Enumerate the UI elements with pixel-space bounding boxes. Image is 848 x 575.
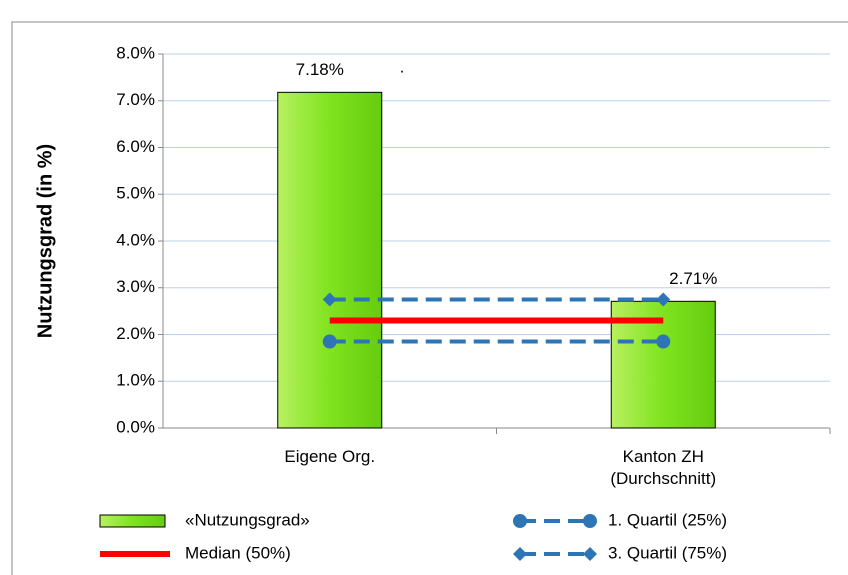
line-marker xyxy=(322,292,337,307)
line-marker xyxy=(322,334,337,349)
y-tick-label: 7.0% xyxy=(116,90,155,109)
data-label: 2.71% xyxy=(669,269,717,288)
bar xyxy=(277,91,383,429)
y-tick-label: 2.0% xyxy=(116,324,155,343)
annotation: . xyxy=(400,57,405,76)
y-tick-label: 6.0% xyxy=(116,137,155,156)
legend-label: Median (50%) xyxy=(185,543,291,562)
data-label: 7.18% xyxy=(296,60,344,79)
legend-marker xyxy=(583,547,597,561)
legend-swatch xyxy=(99,514,166,528)
x-tick-label: Kanton ZH (Durchschnitt) xyxy=(610,447,717,488)
line-marker xyxy=(656,334,671,349)
line-marker xyxy=(656,292,671,307)
y-axis-label: Nutzungsgrad (in %) xyxy=(34,144,56,338)
y-tick-label: 3.0% xyxy=(116,277,155,296)
y-tick-label: 8.0% xyxy=(116,43,155,62)
legend-label: 3. Quartil (75%) xyxy=(608,543,727,562)
y-tick-label: 1.0% xyxy=(116,371,155,390)
legend-marker xyxy=(513,514,527,528)
legend-marker xyxy=(513,547,527,561)
legend-label: «Nutzungsgrad» xyxy=(185,510,310,529)
y-tick-label: 0.0% xyxy=(116,417,155,436)
y-tick-label: 5.0% xyxy=(116,184,155,203)
y-tick-label: 4.0% xyxy=(116,230,155,249)
x-tick-label: Eigene Org. xyxy=(284,447,376,466)
legend-label: 1. Quartil (25%) xyxy=(608,510,727,529)
legend-marker xyxy=(583,514,597,528)
chart-frame xyxy=(11,21,848,575)
